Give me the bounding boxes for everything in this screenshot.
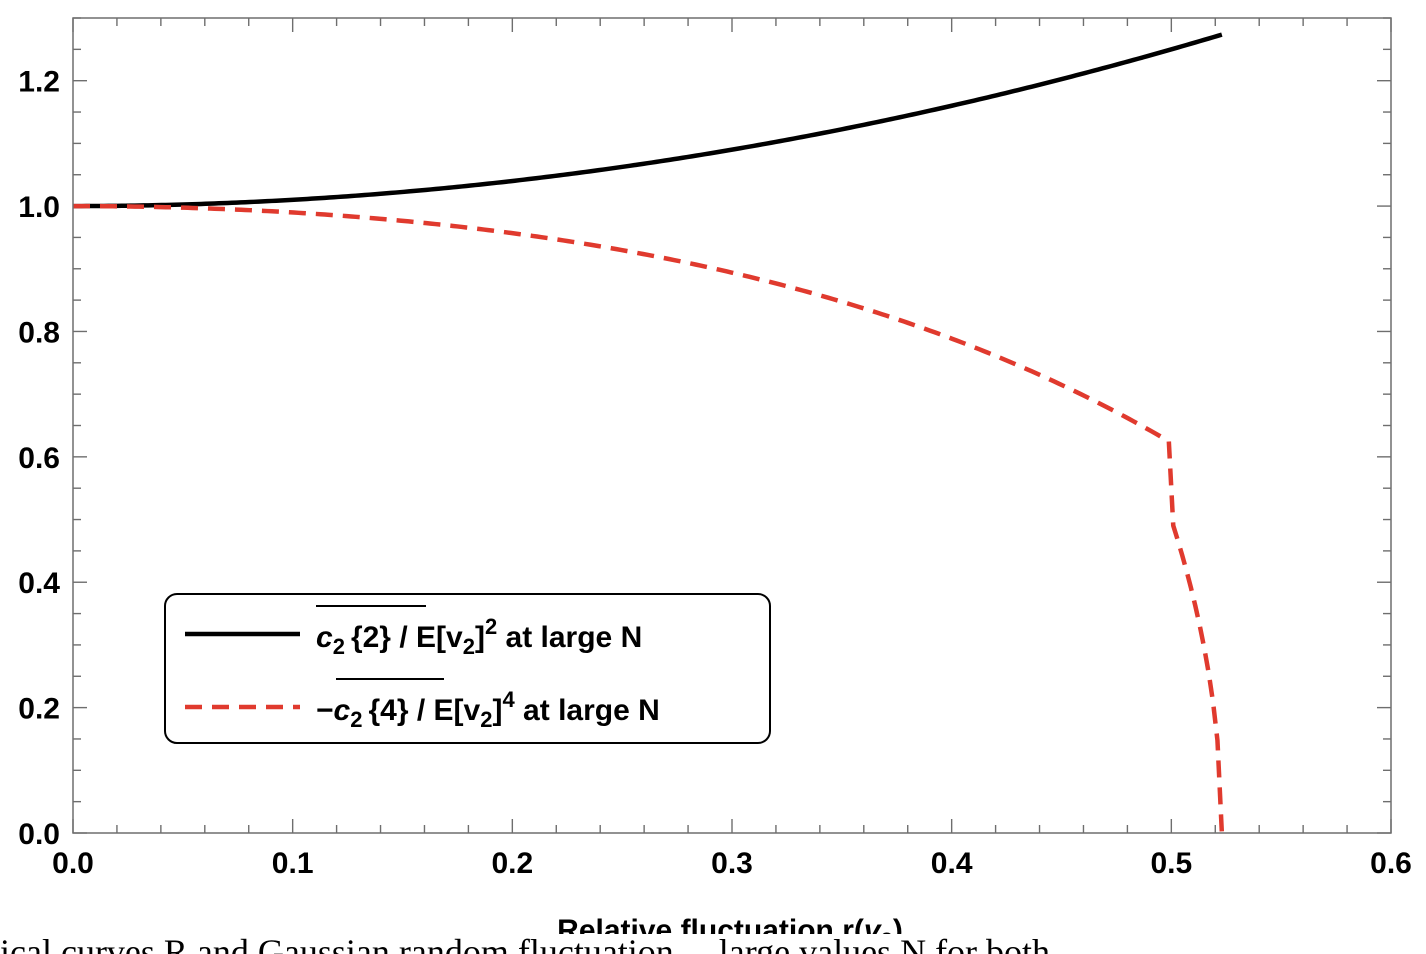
y-tick-label: 0.6 <box>18 442 60 475</box>
legend-box <box>164 593 771 744</box>
x-tick-label: 0.0 <box>52 847 94 880</box>
svg-text:c2{2} / E[v2]2 at large N: c2 {2} / E[v2]2 at large N <box>316 614 642 659</box>
legend: c2 {2} / E[v2]2 at large N −c2 {4} / E[v2]… <box>164 593 771 744</box>
caption-fragment: ical curves R and Gaussian random fluctu… <box>0 934 1051 954</box>
y-tick-label: 1.0 <box>18 191 60 224</box>
series-line-c2-2 <box>72 32 1223 209</box>
svg-text:−c2{4} / E[v2]4 at large N: −c2 {4} / E[v2]4 at large N <box>316 687 660 732</box>
y-tick-label: 0.8 <box>18 316 60 349</box>
x-tick-label: 0.2 <box>491 847 533 880</box>
y-tick-label: 1.2 <box>18 66 60 99</box>
y-tick-label: 0.4 <box>18 567 60 600</box>
x-tick-label: 0.1 <box>272 847 314 880</box>
series-line-c2-4 <box>73 203 1225 834</box>
x-axis-label: Relative fluctuation r(v2) <box>557 914 903 934</box>
series-layer <box>72 32 1225 834</box>
chart-canvas: 0.0 0.1 0.2 0.3 0.4 0.5 0.6 0.0 0.2 0.4 0.6 0.8 1.0 1… <box>18 17 1412 934</box>
x-tick-label: 0.5 <box>1150 847 1192 880</box>
plot-frame <box>72 17 1392 834</box>
x-tick-label: 0.4 <box>931 847 973 880</box>
y-tick-label: 0.0 <box>18 818 60 851</box>
x-tick-label: 0.6 <box>1370 847 1412 880</box>
x-tick-label: 0.3 <box>711 847 753 880</box>
axis-tick-labels: 0.0 0.1 0.2 0.3 0.4 0.5 0.6 0.0 0.2 0.4 0.6 0.8 1.0 1… <box>18 66 1412 880</box>
legend-entry-0: c2 {2} / E[v2]2 at large N <box>316 605 642 659</box>
y-tick-label: 0.2 <box>18 693 60 726</box>
legend-entry-1: −c2 {4} / E[v2]4 at large N <box>316 678 660 732</box>
